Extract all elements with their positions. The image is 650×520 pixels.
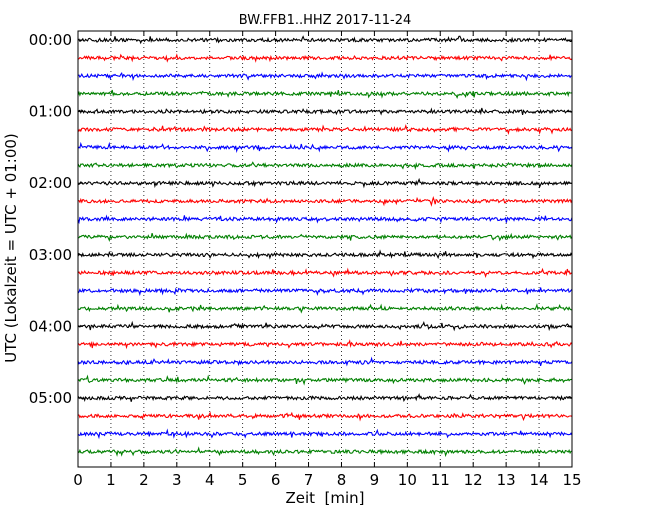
trace-line xyxy=(77,141,573,154)
trace-line xyxy=(77,339,573,350)
trace-line xyxy=(77,356,573,367)
y-tick-label: 00:00 xyxy=(29,31,72,49)
x-axis-label: Zeit [min] xyxy=(285,489,364,507)
trace-line xyxy=(77,214,573,225)
y-axis-label: UTC (Lokalzeit = UTC + 01:00) xyxy=(2,133,20,363)
trace-line xyxy=(77,35,573,45)
trace-line xyxy=(77,320,573,332)
x-tick-label: 2 xyxy=(139,471,149,489)
x-tick-label: 8 xyxy=(337,471,347,489)
y-axis-ticks: 00:00 01:00 02:00 03:00 04:00 05:00 xyxy=(29,31,572,407)
trace-line xyxy=(77,177,573,189)
x-tick-label: 12 xyxy=(464,471,483,489)
x-tick-label: 10 xyxy=(398,471,417,489)
trace-line xyxy=(77,374,573,386)
x-tick-label: 5 xyxy=(238,471,248,489)
x-axis-ticks: 0 1 2 3 4 5 6 7 8 9 10 11 12 13 14 15 xyxy=(73,31,582,489)
trace-line xyxy=(77,107,573,116)
x-tick-label: 9 xyxy=(370,471,380,489)
x-tick-label: 6 xyxy=(271,471,281,489)
x-tick-label: 13 xyxy=(497,471,516,489)
x-tick-label: 7 xyxy=(304,471,314,489)
x-tick-label: 1 xyxy=(106,471,116,489)
x-tick-label: 14 xyxy=(530,471,549,489)
trace-line xyxy=(77,303,573,314)
trace-line xyxy=(77,267,573,279)
y-tick-label: 03:00 xyxy=(29,246,72,264)
trace-line xyxy=(77,232,573,242)
trace-line xyxy=(77,411,573,422)
trace-line xyxy=(77,393,573,402)
y-tick-label: 02:00 xyxy=(29,174,72,192)
y-tick-label: 01:00 xyxy=(29,103,72,121)
chart-title: BW.FFB1..HHZ 2017-11-24 xyxy=(239,13,412,28)
trace-line xyxy=(77,71,573,82)
x-tick-label: 15 xyxy=(562,471,581,489)
trace-line xyxy=(77,287,573,297)
y-tick-label: 05:00 xyxy=(29,389,72,407)
trace-line xyxy=(77,123,573,136)
trace-line xyxy=(77,446,573,458)
plot-frame xyxy=(77,30,573,468)
trace-line xyxy=(77,428,573,440)
trace-line xyxy=(77,53,573,63)
trace-lines xyxy=(77,35,573,458)
x-tick-label: 11 xyxy=(431,471,450,489)
trace-line xyxy=(78,196,573,207)
x-tick-label: 4 xyxy=(205,471,215,489)
x-tick-label: 0 xyxy=(73,471,83,489)
trace-line xyxy=(77,89,573,100)
trace-line xyxy=(77,161,573,171)
vertical-gridlines xyxy=(110,31,540,467)
trace-line xyxy=(77,249,573,260)
y-tick-label: 04:00 xyxy=(29,317,72,335)
x-tick-label: 3 xyxy=(172,471,182,489)
